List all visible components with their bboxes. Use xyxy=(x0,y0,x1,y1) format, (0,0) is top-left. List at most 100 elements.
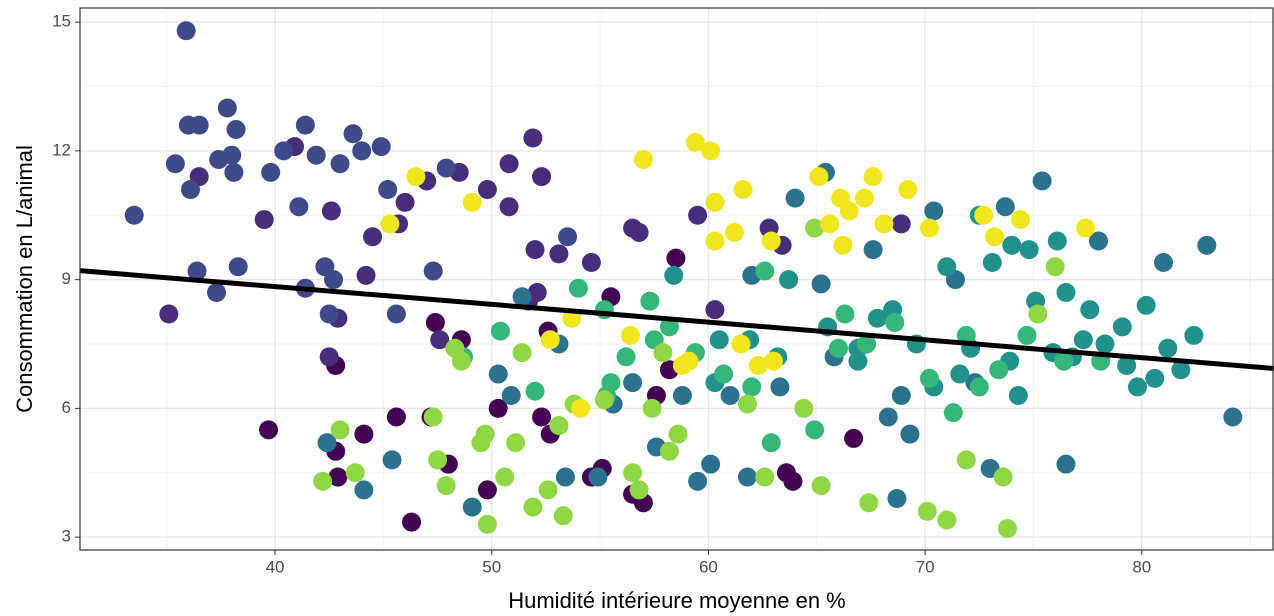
point xyxy=(1223,407,1243,427)
point xyxy=(919,368,939,388)
point xyxy=(512,343,532,363)
point xyxy=(956,450,976,470)
point xyxy=(289,197,309,217)
x-tick-label: 40 xyxy=(266,557,285,576)
point xyxy=(891,214,911,234)
y-tick-label: 12 xyxy=(52,140,71,159)
point xyxy=(549,416,569,436)
point xyxy=(228,257,248,277)
point xyxy=(488,364,508,384)
point xyxy=(165,154,185,174)
point xyxy=(423,407,443,427)
point xyxy=(763,351,783,371)
point xyxy=(943,403,963,423)
point xyxy=(207,283,227,303)
point xyxy=(742,377,762,397)
point xyxy=(828,338,848,358)
point xyxy=(733,180,753,200)
point xyxy=(1080,300,1100,320)
point xyxy=(319,347,339,367)
point xyxy=(668,424,688,444)
point xyxy=(666,248,686,268)
point xyxy=(887,489,907,509)
point xyxy=(159,304,179,324)
point xyxy=(805,218,825,238)
point xyxy=(714,364,734,384)
point xyxy=(982,252,1002,272)
point xyxy=(330,154,350,174)
point xyxy=(222,145,242,165)
point xyxy=(984,227,1004,247)
point xyxy=(428,450,448,470)
point xyxy=(672,386,692,406)
point xyxy=(720,386,740,406)
y-tick-label: 15 xyxy=(52,12,71,31)
point xyxy=(705,231,725,251)
point xyxy=(532,407,552,427)
point xyxy=(386,407,406,427)
point xyxy=(436,158,456,178)
point xyxy=(354,480,374,500)
point xyxy=(844,428,864,448)
point xyxy=(629,222,649,242)
point xyxy=(779,270,799,290)
point xyxy=(581,252,601,272)
point xyxy=(475,424,495,444)
point xyxy=(324,270,344,290)
point xyxy=(538,480,558,500)
point xyxy=(878,407,898,427)
point xyxy=(523,497,543,517)
point xyxy=(839,201,859,221)
point xyxy=(1095,334,1115,354)
point xyxy=(317,433,337,453)
trend-line xyxy=(79,268,1274,371)
point xyxy=(371,137,391,157)
point xyxy=(997,519,1017,539)
point xyxy=(274,141,294,161)
y-axis-title: Consommation en L/animal xyxy=(12,145,37,413)
point xyxy=(226,119,246,139)
point xyxy=(343,124,363,144)
x-tick-label: 60 xyxy=(699,557,718,576)
point xyxy=(811,476,831,496)
point xyxy=(313,471,333,491)
point xyxy=(937,257,957,277)
point xyxy=(402,512,422,532)
point xyxy=(499,197,519,217)
point xyxy=(462,497,482,517)
point xyxy=(891,386,911,406)
point xyxy=(1054,351,1074,371)
point xyxy=(685,132,705,152)
point xyxy=(620,325,640,345)
point xyxy=(1056,454,1076,474)
point xyxy=(1017,325,1037,345)
point xyxy=(863,240,883,260)
point xyxy=(571,398,591,418)
point xyxy=(616,347,636,367)
point xyxy=(1056,283,1076,303)
point xyxy=(1002,235,1022,255)
point xyxy=(1158,338,1178,358)
x-tick-label: 70 xyxy=(916,557,935,576)
point xyxy=(688,205,708,225)
point xyxy=(477,514,497,534)
point xyxy=(653,343,673,363)
point xyxy=(1075,218,1095,238)
point xyxy=(857,334,877,354)
point xyxy=(995,197,1015,217)
point xyxy=(477,480,497,500)
point xyxy=(1047,231,1067,251)
point xyxy=(640,291,660,311)
point xyxy=(748,355,768,375)
point xyxy=(724,222,744,242)
point xyxy=(989,360,1009,380)
point xyxy=(594,390,614,410)
point xyxy=(1184,325,1204,345)
point xyxy=(737,394,757,414)
point xyxy=(833,235,853,255)
point xyxy=(770,377,790,397)
point xyxy=(525,381,545,401)
point xyxy=(623,373,643,393)
